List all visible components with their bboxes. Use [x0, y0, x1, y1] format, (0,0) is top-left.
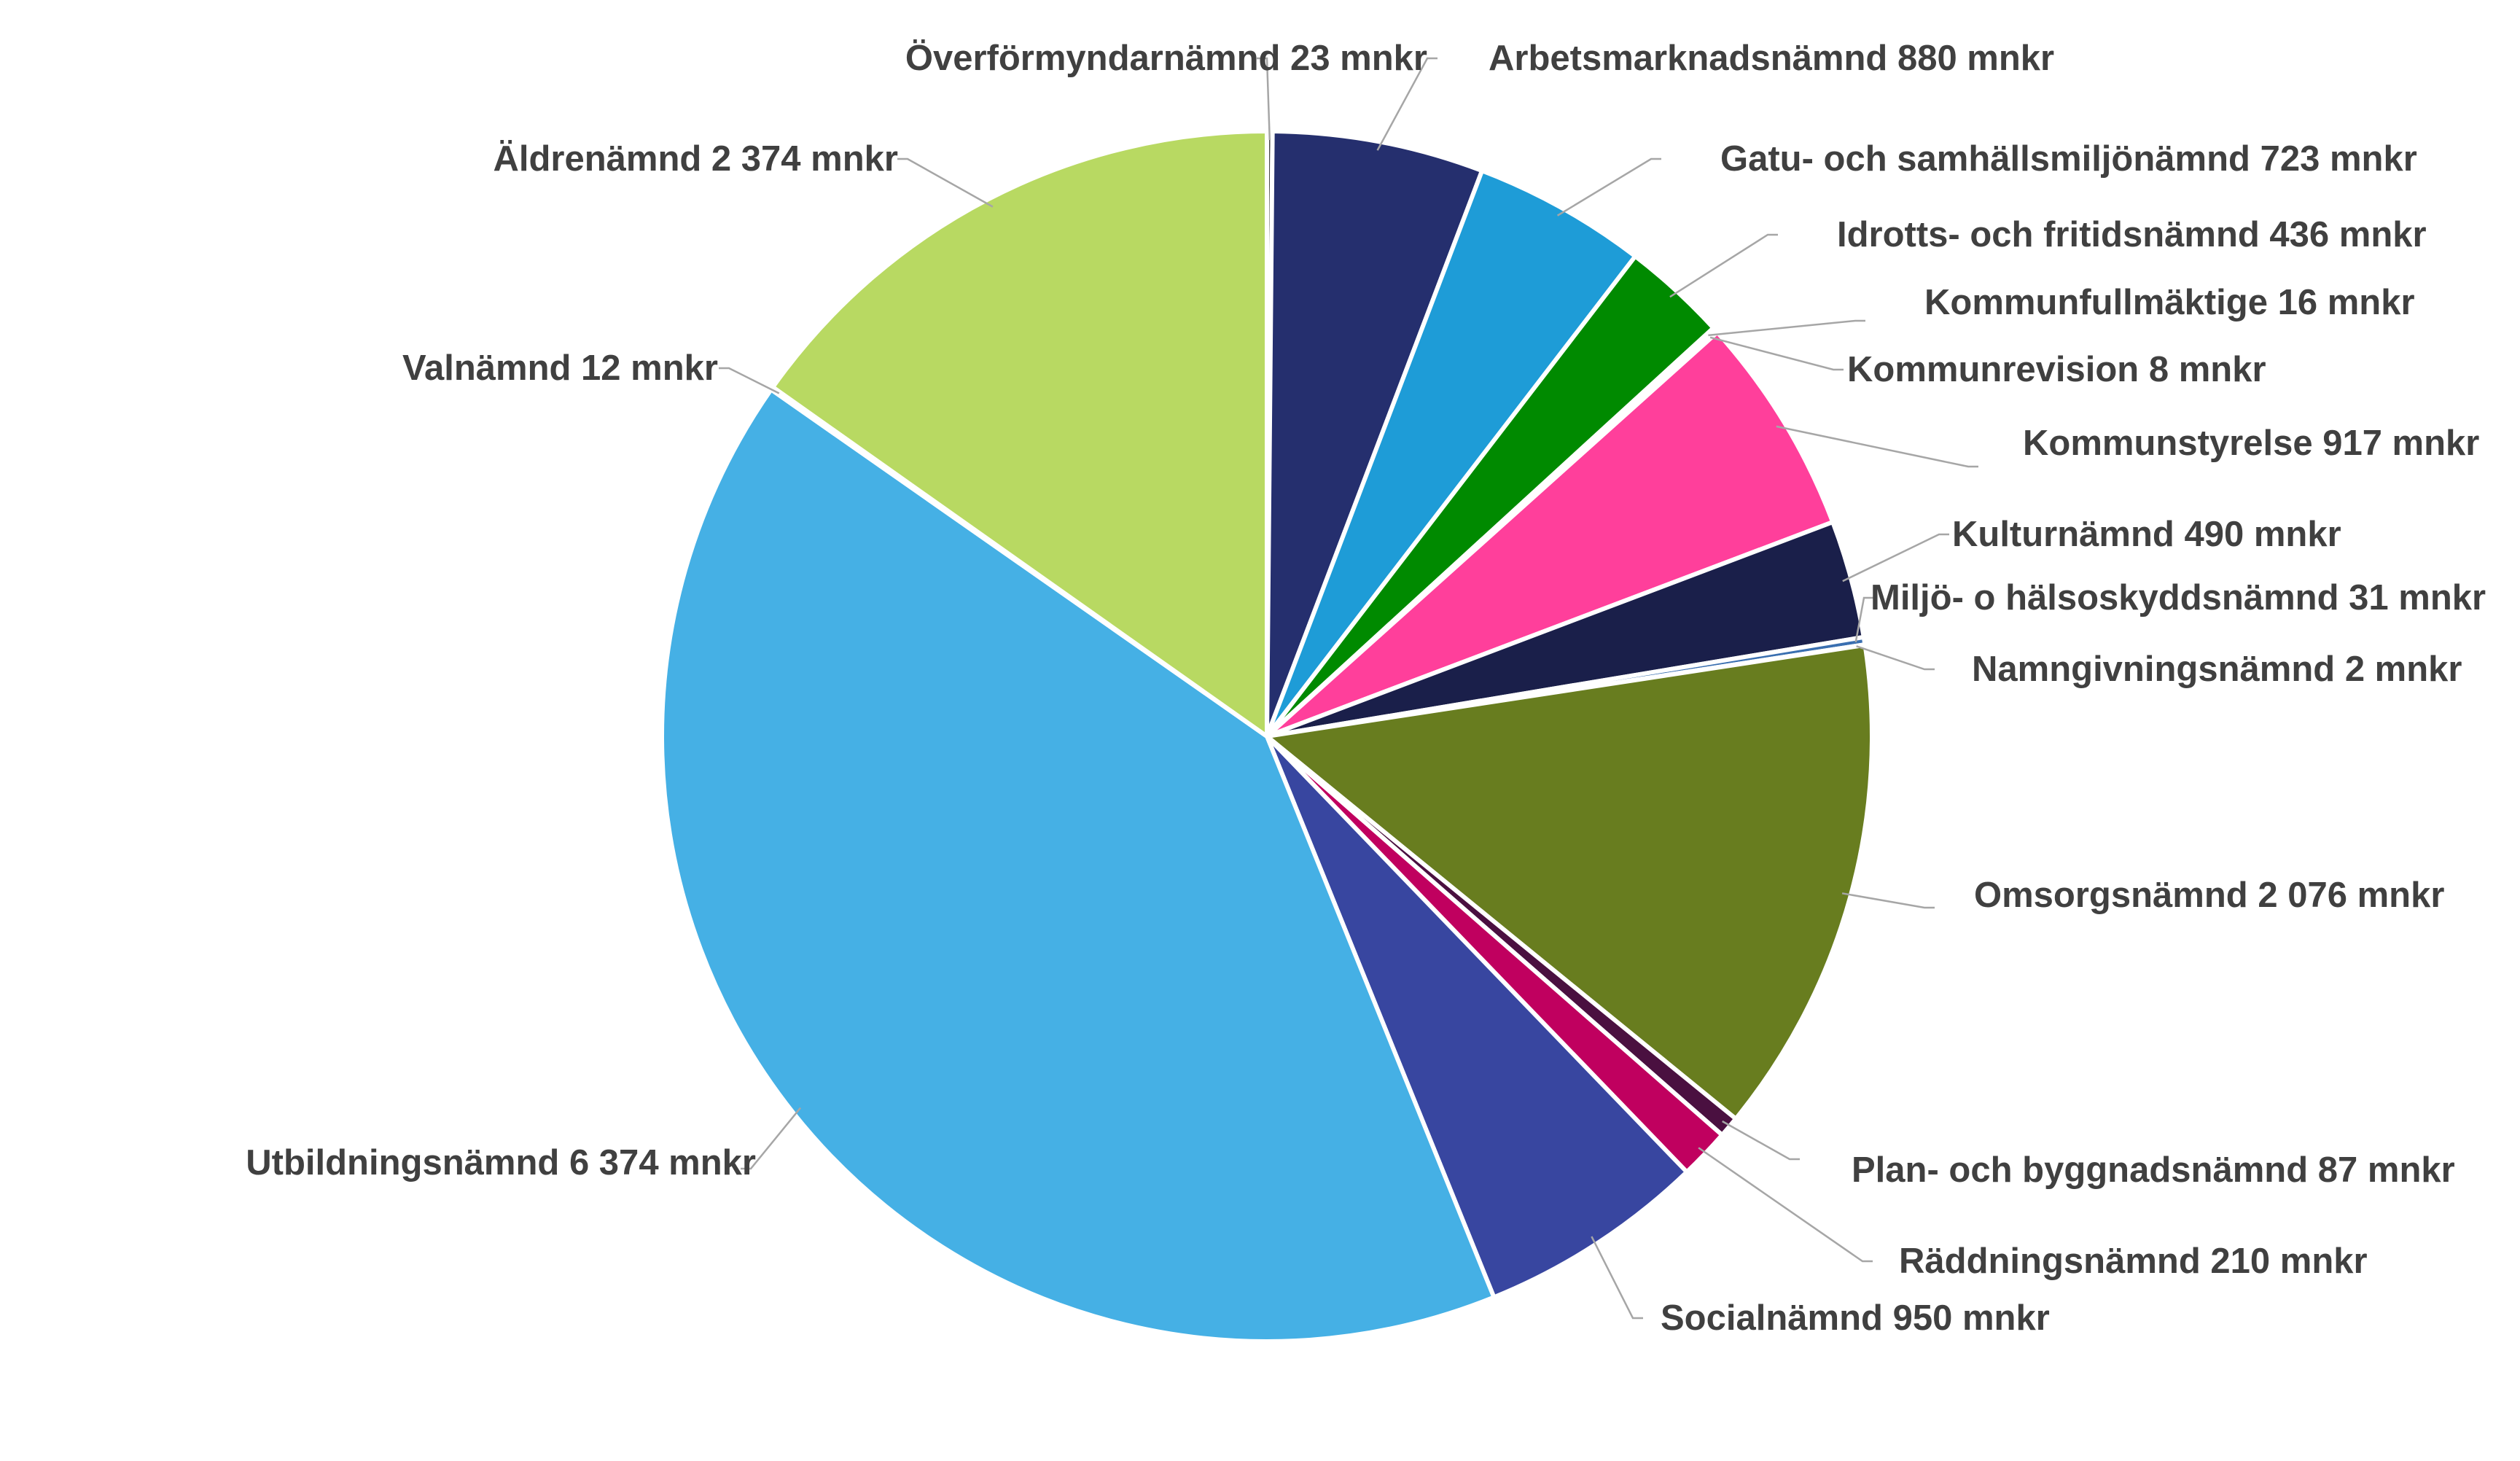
- leader-line-9: [1854, 596, 1874, 643]
- slice-label-4: Idrotts- och fritidsnämnd 436 mnkr: [1837, 215, 2427, 254]
- leader-line-3: [1556, 157, 1661, 217]
- slice-label-11: Omsorgsnämnd 2 076 mnkr: [1974, 876, 2444, 915]
- slice-label-2: Arbetsmarknadsnämnd 880 mnkr: [1489, 39, 2054, 78]
- leader-line-5: [1708, 319, 1865, 337]
- slice-label-12: Plan- och byggnadsnämnd 87 mnkr: [1852, 1150, 2455, 1190]
- leader-line-4: [1669, 233, 1778, 298]
- pie-slice-15: [660, 387, 1497, 1344]
- leader-line-17: [897, 157, 994, 208]
- leader-line-7: [1776, 425, 1978, 468]
- leader-line-15: [741, 1107, 802, 1170]
- labels-layer: Överförmyndarnämnd 23 mnkr Arbetsmarknads…: [246, 39, 2486, 1338]
- pie-slice-17: [771, 129, 1269, 739]
- leader-line-6: [1709, 336, 1844, 371]
- leader-line-2: [1376, 57, 1438, 151]
- pie-slice-14: [1265, 734, 1690, 1300]
- pie-slice-7: [1265, 330, 1836, 739]
- leader-line-11: [1841, 892, 1935, 909]
- leader-line-14: [1591, 1236, 1643, 1320]
- slice-label-17: Äldrenämnd 2 374 mnkr: [493, 139, 898, 179]
- pie-slice-2: [1265, 129, 1485, 739]
- leader-line-13: [1698, 1147, 1873, 1263]
- slice-label-7: Kommunstyrelse 917 mnkr: [2023, 424, 2479, 463]
- slice-label-1: Överförmyndarnämnd 23 mnkr: [905, 39, 1427, 78]
- slice-label-15: Utbildningsnämnd 6 374 mnkr: [246, 1143, 756, 1183]
- slice-label-10: Namngivningsnämnd 2 mnkr: [1972, 650, 2462, 689]
- slice-label-8: Kulturnämnd 490 mnkr: [1952, 515, 2341, 554]
- slice-label-6: Kommunrevision 8 mnkr: [1847, 350, 2266, 389]
- leader-line-12: [1722, 1120, 1800, 1161]
- slice-label-16: Valnämnd 12 mnkr: [402, 348, 718, 388]
- slice-label-14: Socialnämnd 950 mnkr: [1661, 1298, 2050, 1338]
- leader-line-8: [1842, 533, 1949, 583]
- leader-line-1: [1257, 57, 1271, 141]
- leader-line-16: [719, 367, 780, 394]
- slice-label-13: Räddningsnämnd 210 mnkr: [1899, 1242, 2368, 1281]
- slice-label-3: Gatu- och samhällsmiljönämnd 723 mnkr: [1720, 139, 2417, 179]
- slice-label-5: Kommunfullmäktige 16 mnkr: [1924, 283, 2415, 322]
- slices-layer: [660, 129, 1874, 1344]
- leader-lines-layer: [719, 57, 1978, 1320]
- slice-label-9: Miljö- o hälsoskyddsnämnd 31 mnkr: [1871, 578, 2486, 617]
- pie-slice-3: [1265, 168, 1638, 739]
- leader-line-10: [1856, 645, 1935, 671]
